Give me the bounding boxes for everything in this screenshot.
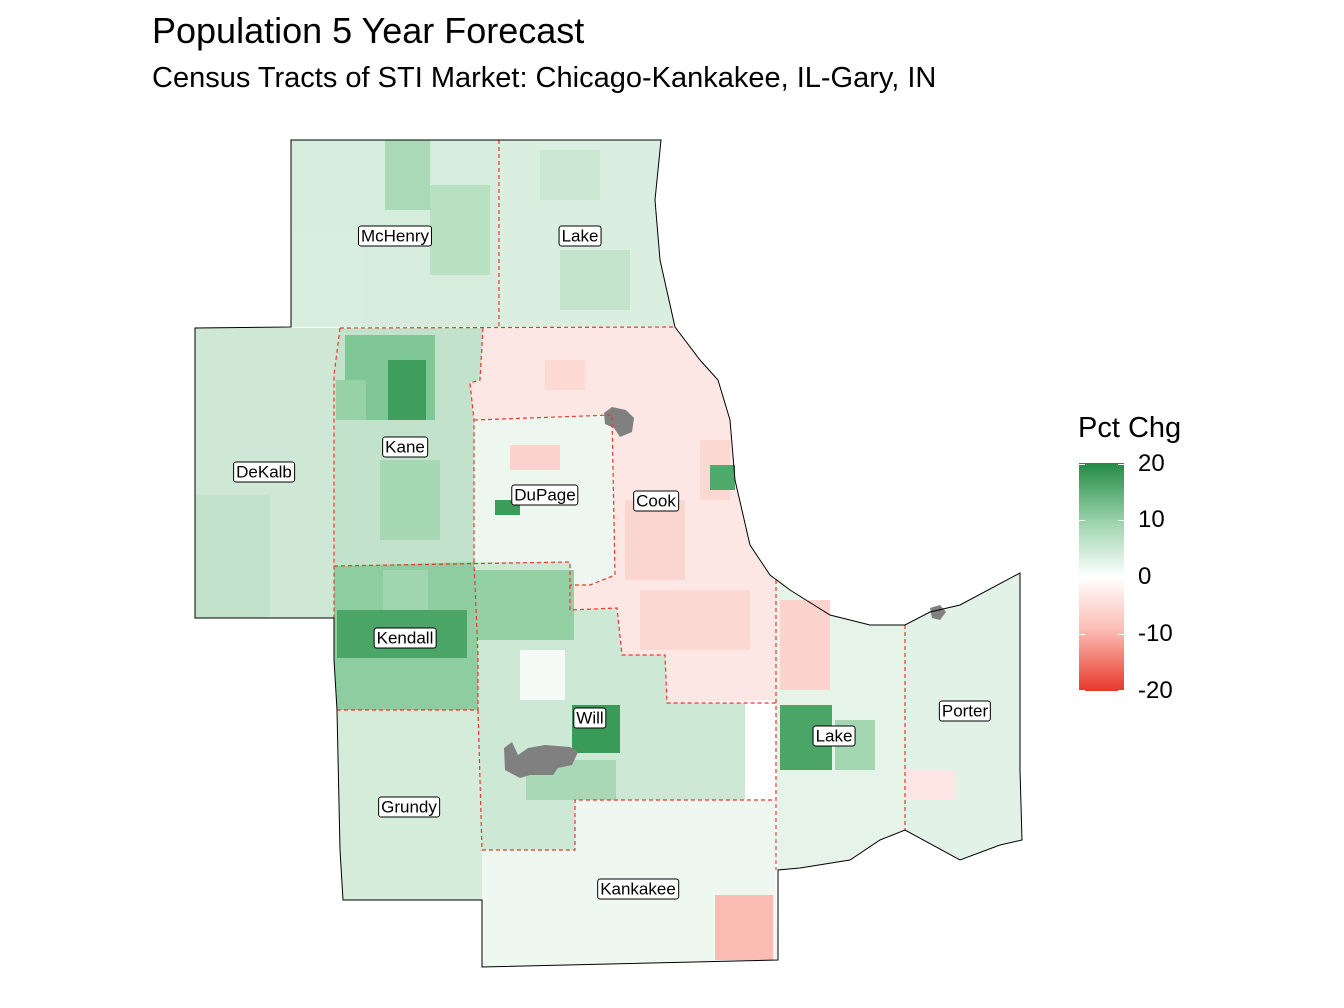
county-label-grundy: Grundy (378, 796, 440, 818)
legend-tick-label: 0 (1138, 563, 1152, 590)
county-label-lake-in: Lake (812, 725, 856, 747)
legend-tick-label: 20 (1138, 450, 1165, 477)
county-label-porter: Porter (938, 700, 992, 722)
county-label-will: Will (573, 707, 607, 729)
missing-data-areas (504, 407, 946, 778)
legend-colorbar (1079, 463, 1124, 691)
county-label-kankakee: Kankakee (597, 878, 679, 900)
county-label-kane: Kane (382, 436, 428, 458)
legend-tick-label: -20 (1138, 677, 1173, 704)
county-label-lake-il: Lake (558, 225, 602, 247)
county-label-dupage: DuPage (511, 484, 579, 506)
legend-tick-label: 10 (1138, 506, 1165, 533)
legend-title: Pct Chg (1078, 412, 1182, 444)
county-label-dekalb: DeKalb (233, 461, 295, 483)
map-title: Population 5 Year Forecast (152, 10, 585, 51)
legend-tick-label: -10 (1138, 620, 1173, 647)
county-label-kendall: Kendall (373, 627, 437, 649)
county-boundaries (333, 140, 906, 870)
county-label-cook: Cook (633, 490, 679, 512)
market-outline (194, 139, 1023, 968)
county-label-mchenry: McHenry (357, 225, 433, 247)
map-subtitle: Census Tracts of STI Market: Chicago-Kan… (152, 62, 937, 94)
